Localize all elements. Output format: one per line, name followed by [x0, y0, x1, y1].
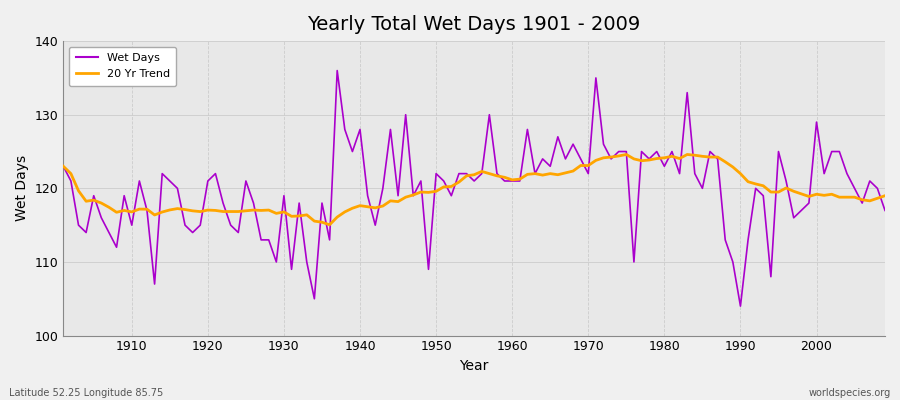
Y-axis label: Wet Days: Wet Days	[15, 155, 29, 222]
Text: worldspecies.org: worldspecies.org	[809, 388, 891, 398]
X-axis label: Year: Year	[460, 359, 489, 373]
Title: Yearly Total Wet Days 1901 - 2009: Yearly Total Wet Days 1901 - 2009	[308, 15, 641, 34]
Text: Latitude 52.25 Longitude 85.75: Latitude 52.25 Longitude 85.75	[9, 388, 163, 398]
Legend: Wet Days, 20 Yr Trend: Wet Days, 20 Yr Trend	[68, 47, 176, 86]
